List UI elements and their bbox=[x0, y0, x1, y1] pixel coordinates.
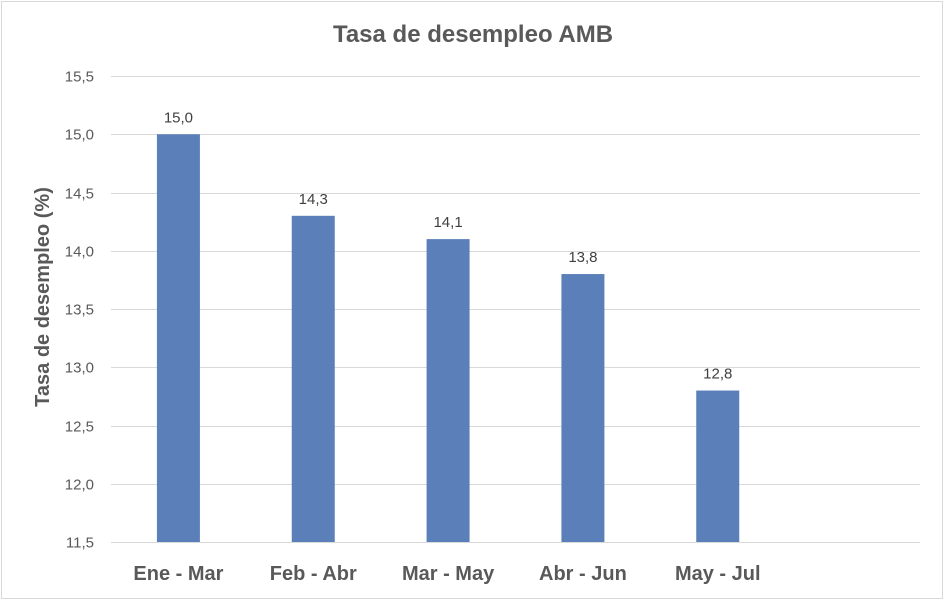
gridlines bbox=[111, 76, 920, 543]
x-tick-label: Mar - May bbox=[402, 563, 495, 585]
y-axis-title: Tasa de desempleo (%) bbox=[32, 187, 54, 407]
y-tick-label: 15,0 bbox=[65, 127, 94, 144]
chart-title: Tasa de desempleo AMB bbox=[333, 21, 613, 48]
x-tick-label: Abr - Jun bbox=[539, 563, 627, 585]
x-tick-label: May - Jul bbox=[675, 563, 761, 585]
data-label: 14,1 bbox=[433, 214, 462, 231]
bar bbox=[156, 134, 200, 542]
y-tick-label: 11,5 bbox=[66, 535, 94, 552]
data-label: 12,8 bbox=[703, 366, 732, 383]
data-label: 13,8 bbox=[568, 249, 597, 266]
data-label: 14,3 bbox=[299, 191, 328, 208]
data-label: 15,0 bbox=[164, 109, 193, 126]
x-axis-ticks: Ene - Mar Feb - Abr Mar - May Abr - Jun May … bbox=[133, 563, 760, 585]
x-tick-label: Feb - Abr bbox=[270, 563, 357, 585]
bar bbox=[561, 274, 605, 542]
y-tick-label: 12,5 bbox=[65, 419, 94, 436]
bar bbox=[426, 239, 470, 542]
y-tick-label: 12,0 bbox=[65, 477, 94, 494]
x-tick-label: Ene - Mar bbox=[133, 563, 223, 585]
bars bbox=[156, 134, 740, 543]
y-tick-label: 14,0 bbox=[65, 244, 94, 261]
bar bbox=[696, 390, 740, 542]
y-tick-label: 14,5 bbox=[65, 186, 94, 203]
y-tick-label: 15,5 bbox=[65, 69, 94, 86]
bar bbox=[291, 215, 335, 543]
y-tick-label: 13,5 bbox=[65, 302, 94, 319]
y-tick-label: 13,0 bbox=[65, 360, 94, 377]
y-axis-ticks: 11,5 12,0 12,5 13,0 13,5 14,0 14,5 15,0 15,5 bbox=[65, 69, 94, 552]
data-labels: 15,0 14,3 14,1 13,8 12,8 bbox=[164, 109, 733, 382]
